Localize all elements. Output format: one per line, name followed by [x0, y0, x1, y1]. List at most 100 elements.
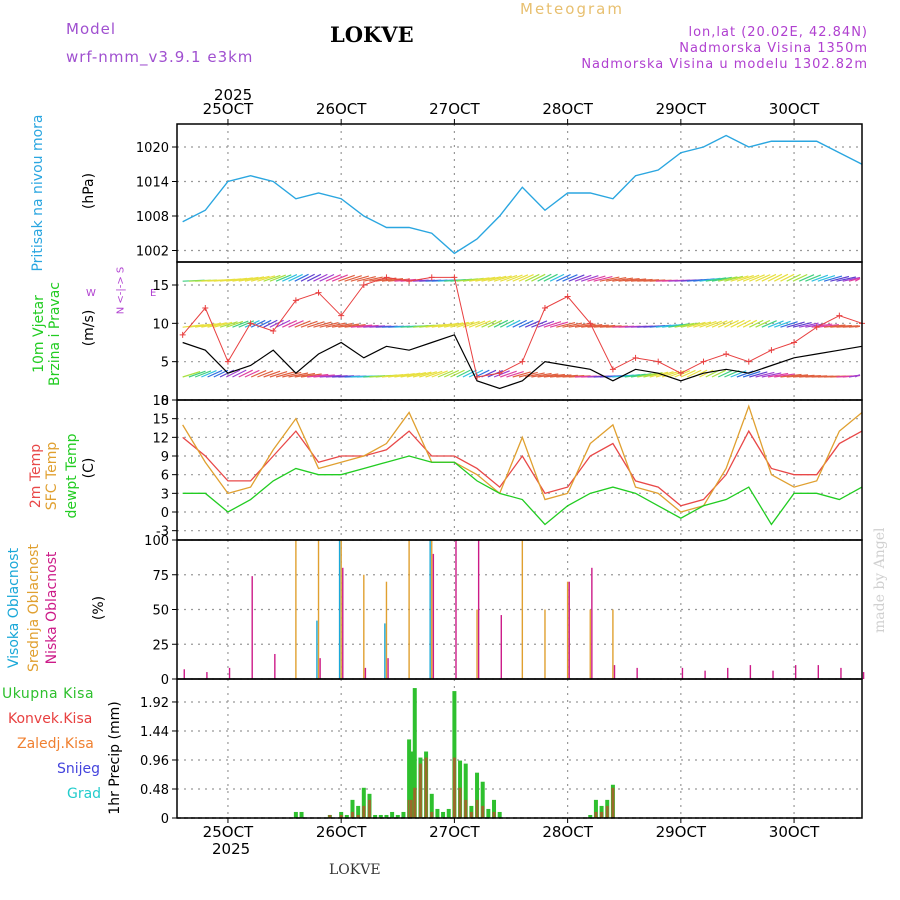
wind-arrow — [724, 319, 739, 328]
wind-arrow — [774, 373, 795, 378]
wind-arrow — [300, 273, 315, 282]
precip-total-bar — [429, 793, 434, 818]
wind-arrow — [251, 275, 270, 282]
wind-arrow — [325, 322, 346, 328]
wind-arrow — [842, 276, 861, 282]
wind-arrow — [518, 274, 534, 282]
gust-marker — [428, 274, 435, 281]
compass-east: E — [150, 288, 157, 299]
wind-arrow — [456, 369, 471, 378]
wind-arrow — [799, 322, 819, 328]
wind-arrow — [699, 320, 717, 328]
wind-arrow — [792, 273, 808, 282]
wind-arrow — [275, 319, 291, 328]
gust-marker — [609, 366, 616, 373]
wind-arrow — [854, 374, 861, 378]
wind-arrow — [182, 371, 201, 378]
x-label-top: 26OCT — [316, 100, 367, 118]
wind-arrow — [363, 276, 383, 282]
meteogram-title: Meteogram — [520, 0, 624, 18]
y-tick-label: 15 — [152, 413, 169, 428]
wind-arrow — [767, 372, 789, 378]
wind-arrow — [699, 369, 714, 378]
wind-arrow — [493, 370, 510, 378]
y-tick-label: 0.48 — [140, 783, 169, 798]
wind-arrow — [313, 321, 332, 328]
wind-arrow — [306, 273, 322, 282]
wind-arrow — [761, 372, 782, 378]
wind-arrow — [612, 277, 634, 282]
wind-arrow — [549, 321, 569, 328]
wind-arrow — [749, 274, 765, 282]
precip-total-bar — [299, 811, 304, 818]
precip-conv-bar — [458, 787, 462, 818]
precip-conv-bar — [605, 805, 609, 818]
pressure-line — [182, 134, 863, 255]
wind-arrow — [543, 273, 558, 282]
wind-arrow — [649, 371, 669, 378]
wind-arrow — [780, 321, 798, 328]
precip-conv-bar — [407, 799, 411, 818]
wind-arrow — [425, 370, 443, 378]
wind-arrow — [431, 323, 453, 328]
wind-arrow — [257, 370, 274, 378]
gust-marker — [745, 358, 752, 365]
wind-arrow — [263, 319, 278, 328]
sfc-temp-line — [182, 404, 863, 513]
wind-arrow — [774, 320, 791, 328]
wind-arrow — [811, 274, 829, 282]
wind-arrow — [668, 323, 689, 328]
gust-marker — [360, 282, 367, 288]
wind-arrow — [232, 369, 247, 378]
wind-arrow — [574, 323, 596, 328]
precip-total-bar — [401, 811, 406, 818]
wind-arrow — [686, 369, 702, 378]
wind-arrow — [313, 273, 328, 282]
wind-arrow — [556, 321, 576, 328]
model-label: Model — [66, 20, 117, 38]
wind-arrow — [313, 374, 335, 378]
gust-marker — [632, 354, 639, 361]
gust-marker — [406, 278, 413, 285]
wind-speed-line — [182, 334, 863, 390]
precip-total-bar — [378, 814, 383, 818]
wind-arrow — [668, 370, 685, 378]
gust-marker — [383, 274, 390, 281]
y-tick-label: 0 — [161, 506, 169, 521]
wind-arrow — [730, 319, 745, 328]
wind-arrow — [437, 370, 454, 378]
y-tick-label: 9 — [161, 450, 169, 465]
y-tick-label: 0 — [161, 673, 169, 688]
y-tick-label: 0.96 — [140, 754, 169, 769]
wind-arrow — [512, 371, 531, 378]
wind-arrow — [201, 322, 222, 328]
precip-conv-bar — [424, 757, 428, 818]
y-tick-label: 0 — [161, 394, 169, 409]
y-tick-label: 1008 — [136, 210, 169, 225]
wind-arrow — [462, 369, 477, 378]
wind-arrow — [767, 320, 784, 328]
precip-conv-bar — [339, 814, 343, 818]
wind-arrow — [824, 324, 846, 328]
precip-conv-bar — [600, 811, 604, 818]
wind-arrow — [419, 371, 437, 378]
wind-arrow — [499, 319, 515, 328]
precip-total-bar — [344, 814, 349, 818]
wind-arrow — [244, 276, 265, 282]
wind-arrow — [500, 370, 517, 378]
wind-arrow — [811, 323, 833, 328]
wind-arrow — [282, 371, 302, 378]
x-label-bottom: 25OCT — [203, 823, 254, 841]
wind-arrow — [543, 373, 565, 378]
gust-marker — [519, 358, 526, 365]
precip-total-bar — [350, 799, 355, 818]
wind-arrow — [288, 320, 304, 328]
x-label-bottom: 29OCT — [656, 823, 707, 841]
wind-arrow — [587, 275, 606, 282]
precip-total-bar — [356, 805, 361, 818]
panel-frame — [176, 678, 863, 819]
wind-arrow — [300, 373, 322, 378]
wind-arrow — [282, 274, 298, 282]
precip-total-bar — [361, 787, 366, 818]
gust-marker — [655, 358, 662, 365]
